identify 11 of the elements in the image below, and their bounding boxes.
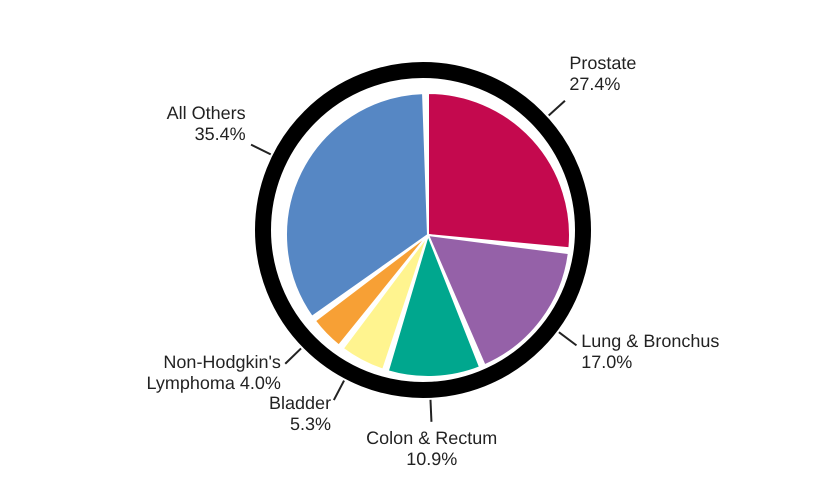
data-label: 35.4% [194,124,246,144]
data-label: 10.9% [406,448,458,469]
slice-label: Non-Hodgkin's Lymphoma 4.0% [146,352,281,393]
slice-label: Prostate [569,53,636,74]
data-label: 17.0% [581,352,632,372]
data-label: 27.4% [569,74,620,94]
slice-label: All Others [166,103,246,124]
slice-label: Lung & Bronchus [581,330,720,351]
data-label: 5.3% [290,414,332,434]
slice-label: Colon & Rectum [366,428,498,448]
slice-label: Bladder [269,393,332,414]
